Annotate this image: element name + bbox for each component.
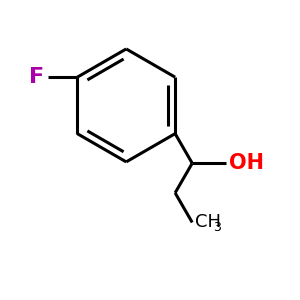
Text: OH: OH (229, 153, 264, 173)
Text: 3: 3 (213, 221, 221, 234)
Text: CH: CH (195, 214, 220, 232)
Text: F: F (29, 67, 45, 87)
